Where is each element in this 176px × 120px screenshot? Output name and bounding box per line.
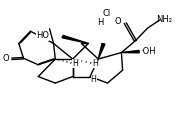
- Text: HO: HO: [36, 31, 49, 41]
- Text: ·OH: ·OH: [140, 47, 156, 56]
- Text: Ḣ: Ḣ: [92, 59, 98, 68]
- Polygon shape: [98, 44, 105, 59]
- Text: O: O: [2, 54, 9, 63]
- Text: H: H: [97, 18, 103, 27]
- Text: NH₂: NH₂: [156, 15, 172, 24]
- Text: Ḣ: Ḣ: [72, 59, 78, 68]
- Polygon shape: [121, 50, 139, 53]
- Text: Cl: Cl: [103, 9, 111, 18]
- Polygon shape: [62, 36, 88, 43]
- Text: O: O: [115, 17, 121, 26]
- Text: Ḣ: Ḣ: [91, 75, 96, 84]
